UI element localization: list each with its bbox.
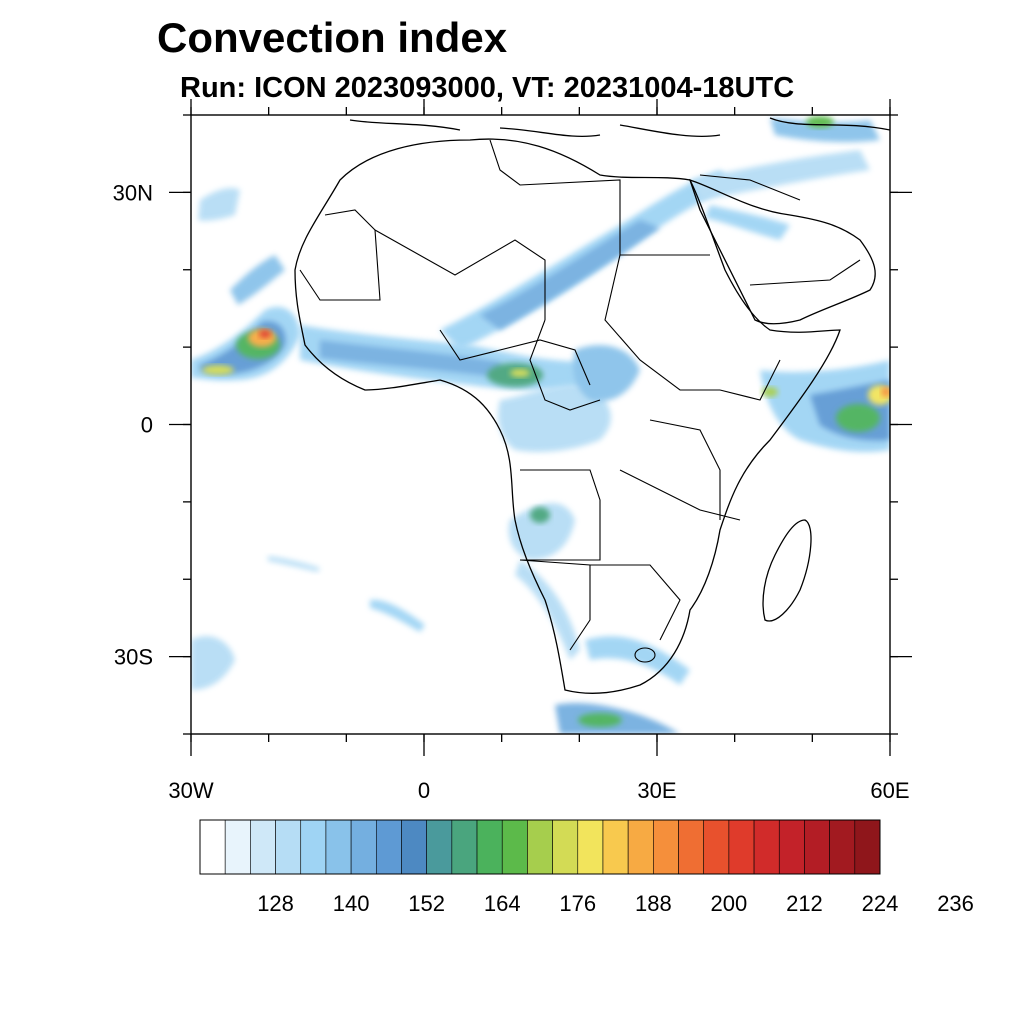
- colorbar-label: 128: [257, 891, 294, 916]
- lon-tick-label: 30W: [168, 778, 213, 803]
- colorbar-label: 212: [786, 891, 823, 916]
- angola-cluster: [508, 503, 575, 560]
- colorbar-label: 236: [937, 891, 974, 916]
- horn-core: [762, 387, 778, 397]
- map-content: [191, 116, 890, 734]
- colorbar-swatch: [401, 819, 427, 875]
- med-core: [806, 116, 834, 128]
- border-drc-angola: [520, 469, 601, 561]
- colorbar-swatch: [224, 819, 251, 875]
- colorbar-swatch: [753, 819, 780, 875]
- colorbar-swatch: [300, 819, 327, 875]
- colorbar-label: 200: [711, 891, 748, 916]
- lon-tick-label: 60E: [870, 778, 909, 803]
- europe-coast: [349, 117, 890, 138]
- lat-tick-label: 0: [141, 413, 153, 438]
- sudan-cluster: [573, 345, 640, 402]
- colorbar-swatch: [577, 819, 604, 875]
- mid-atlantic-streak: [370, 599, 425, 632]
- colorbar-label: 224: [862, 891, 899, 916]
- border-sudan: [604, 254, 720, 391]
- lat-tick-label: 30N: [113, 180, 153, 205]
- colorbar-outline: [199, 819, 881, 875]
- border-west-sahara: [299, 209, 381, 301]
- arabian-sea-green: [836, 404, 880, 432]
- atlantic-red: [259, 330, 271, 338]
- sahel-band-inner: [480, 220, 660, 330]
- axis-ticks: 30W 0 30E 60E 30N 0 30S: [113, 99, 912, 803]
- border-algeria-mali: [374, 229, 546, 320]
- border-sahel: [439, 329, 591, 386]
- colorbar-swatch: [703, 819, 730, 875]
- colorbar-swatch: [829, 819, 856, 875]
- atlantic-yellow: [202, 365, 234, 375]
- congo-outer: [498, 383, 611, 452]
- country-borders: [299, 139, 861, 663]
- border-lesotho: [634, 647, 656, 663]
- chart-subtitle: Run: ICON 2023093000, VT: 20231004-18UTC: [180, 72, 795, 104]
- africa-coast: [294, 138, 841, 694]
- border-ethiopia: [719, 359, 781, 401]
- colorbar: 128 140 152 164 176 188 200 212 224 236: [199, 819, 974, 916]
- mid-atlantic-streak-2: [268, 556, 320, 572]
- colorbar-swatch: [199, 819, 226, 875]
- colorbar-swatch: [653, 819, 679, 875]
- colorbar-swatch: [854, 819, 881, 875]
- south-ocean-core: [578, 713, 622, 727]
- border-namibia: [519, 559, 591, 651]
- colorbar-swatch: [552, 819, 579, 875]
- angola-core: [530, 507, 550, 523]
- colorbar-label: 140: [333, 891, 370, 916]
- atlantic-streak: [230, 255, 285, 305]
- sa-band: [585, 636, 690, 685]
- border-saudi: [749, 259, 861, 286]
- atlantic-nw: [198, 188, 240, 221]
- arabian-sea-orange: [881, 387, 890, 397]
- colorbar-swatch: [602, 819, 629, 875]
- border-levant: [699, 174, 801, 201]
- nigeria-peak: [510, 369, 530, 377]
- lon-tick-label: 30E: [637, 778, 676, 803]
- lat-tick-label: 30S: [114, 645, 153, 670]
- border-botswana: [590, 564, 681, 641]
- sw-atlantic: [191, 636, 235, 690]
- colorbar-swatch: [325, 819, 352, 875]
- arabia-coast: [688, 178, 876, 325]
- colorbar-swatch: [804, 819, 830, 875]
- colorbar-swatch: [501, 819, 528, 875]
- guinea-band-inner: [320, 340, 505, 378]
- border-tanzania: [649, 419, 721, 520]
- colorbar-label: 164: [484, 891, 521, 916]
- colorbar-swatch: [375, 819, 402, 875]
- chart-title: Convection index: [157, 14, 508, 61]
- colorbar-label: 188: [635, 891, 672, 916]
- colorbar-swatch: [527, 819, 553, 875]
- colorbar-label: 152: [408, 891, 445, 916]
- arabia-band: [690, 150, 870, 200]
- colorbar-swatch: [728, 819, 755, 875]
- colorbar-swatch: [476, 819, 503, 875]
- colorbar-swatch: [778, 819, 805, 875]
- coastlines: [294, 117, 890, 694]
- lon-tick-label: 0: [418, 778, 430, 803]
- madagascar-coast: [762, 519, 812, 622]
- colorbar-swatch: [250, 819, 276, 875]
- colorbar-swatch: [678, 819, 705, 875]
- colorbar-swatch: [426, 819, 453, 875]
- colorbar-swatch: [451, 819, 478, 875]
- colorbar-swatch: [627, 819, 654, 875]
- border-libya: [489, 139, 710, 256]
- border-zambia: [619, 469, 741, 521]
- colorbar-swatch: [350, 819, 377, 875]
- arabia-streak: [705, 205, 790, 240]
- colorbar-label: 176: [559, 891, 596, 916]
- border-chad: [529, 319, 601, 411]
- colorbar-swatch: [275, 819, 302, 875]
